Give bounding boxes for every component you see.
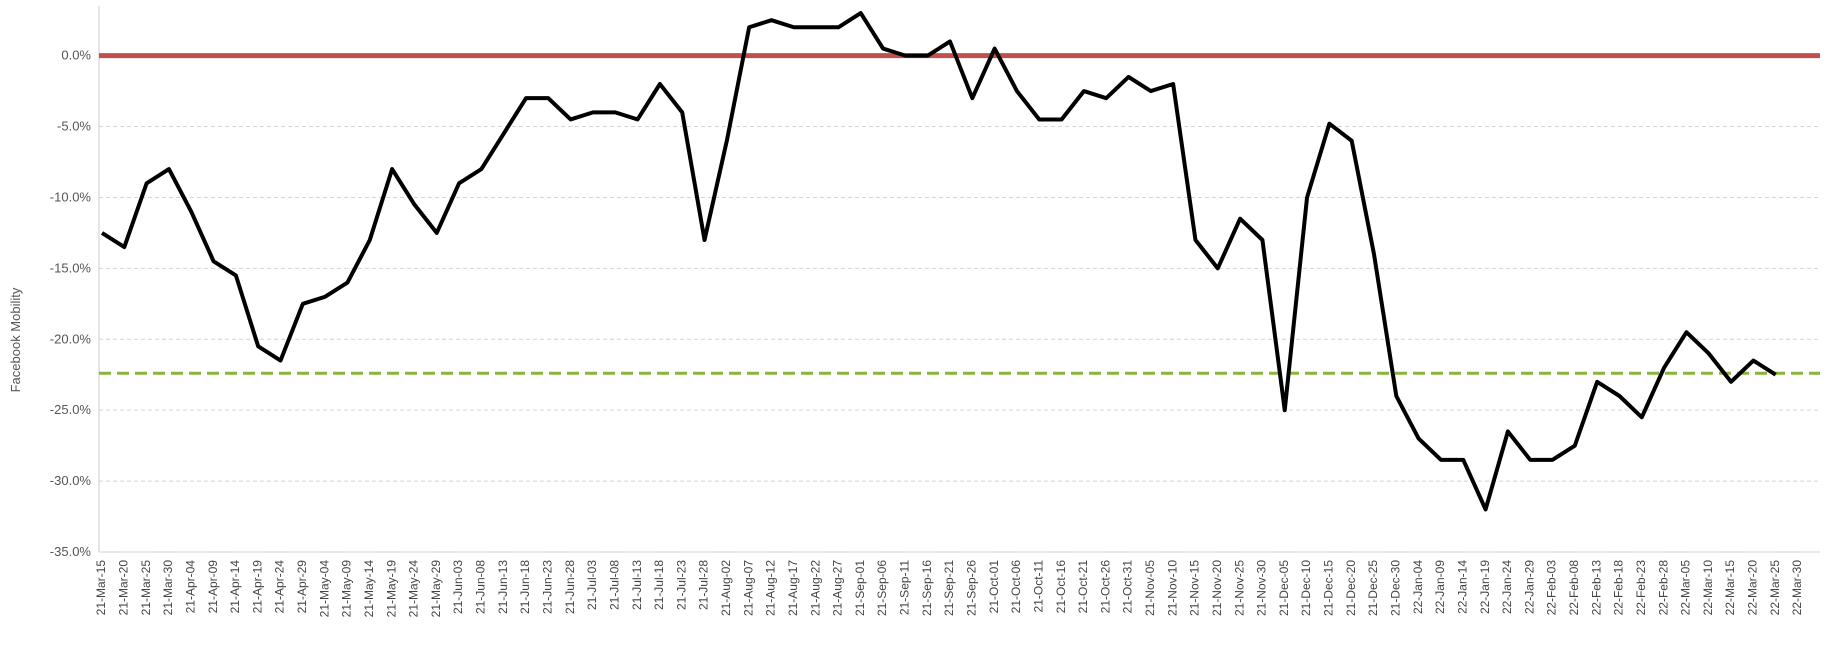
x-tick-label: 21-Nov-30 [1255, 560, 1269, 616]
x-tick-label: 21-Jul-13 [630, 560, 644, 610]
x-tick-label: 21-Jul-23 [674, 560, 688, 610]
x-tick-label: 21-Apr-09 [206, 560, 220, 614]
x-tick-label: 21-Nov-10 [1165, 560, 1179, 616]
x-tick-label: 21-Jul-18 [652, 560, 666, 610]
x-tick-label: 21-Sep-26 [964, 560, 978, 616]
x-tick-label: 22-Feb-13 [1589, 560, 1603, 616]
x-tick-label: 21-Jul-03 [585, 560, 599, 610]
x-tick-label: 21-Aug-27 [831, 560, 845, 616]
x-tick-label: 22-Jan-09 [1433, 560, 1447, 614]
y-tick-label: -10.0% [50, 189, 92, 204]
x-tick-label: 21-Nov-05 [1143, 560, 1157, 616]
y-tick-label: 0.0% [61, 48, 91, 63]
x-tick-label: 21-Aug-07 [741, 560, 755, 616]
x-tick-label: 21-Mar-20 [116, 560, 130, 616]
x-tick-label: 21-Aug-02 [719, 560, 733, 616]
x-tick-label: 21-Apr-04 [183, 560, 197, 614]
x-tick-label: 21-Jul-28 [697, 560, 711, 610]
x-tick-label: 21-Jun-03 [451, 560, 465, 614]
x-tick-label: 21-May-14 [362, 560, 376, 618]
x-tick-label: 21-Jun-18 [518, 560, 532, 614]
x-tick-label: 22-Mar-10 [1701, 560, 1715, 616]
x-tick-label: 21-Aug-17 [786, 560, 800, 616]
y-axis-label: Facebook Mobility [8, 287, 23, 392]
x-tick-label: 21-Dec-05 [1277, 560, 1291, 616]
x-tick-label: 22-Mar-20 [1746, 560, 1760, 616]
x-tick-label: 22-Feb-18 [1612, 560, 1626, 616]
x-tick-label: 21-Sep-06 [875, 560, 889, 616]
x-tick-label: 21-Jun-13 [496, 560, 510, 614]
x-tick-label: 21-Apr-29 [295, 560, 309, 614]
y-tick-label: -20.0% [50, 331, 92, 346]
x-tick-label: 21-Oct-21 [1076, 560, 1090, 614]
x-tick-label: 21-Nov-25 [1232, 560, 1246, 616]
x-tick-label: 22-Mar-05 [1679, 560, 1693, 616]
x-tick-label: 21-Oct-26 [1098, 560, 1112, 614]
x-tick-label: 22-Feb-23 [1634, 560, 1648, 616]
x-tick-label: 21-Sep-11 [898, 560, 912, 615]
x-tick-label: 21-Dec-15 [1322, 560, 1336, 616]
data-line [100, 11, 1777, 512]
x-tick-label: 22-Mar-15 [1723, 560, 1737, 616]
x-tick-label: 21-Jun-23 [540, 560, 554, 614]
x-tick-label: 21-May-09 [340, 560, 354, 618]
x-tick-label: 21-Dec-25 [1366, 560, 1380, 616]
x-tick-label: 21-Sep-21 [942, 560, 956, 616]
x-tick-label: 21-Jun-08 [474, 560, 488, 614]
x-tick-label: 21-Oct-01 [987, 560, 1001, 614]
x-tick-label: 21-Dec-20 [1344, 560, 1358, 616]
x-tick-label: 21-Sep-16 [920, 560, 934, 616]
x-tick-label: 21-Nov-15 [1188, 560, 1202, 616]
x-tick-label: 22-Jan-24 [1500, 560, 1514, 614]
x-tick-label: 22-Jan-19 [1478, 560, 1492, 614]
x-tick-label: 21-May-29 [429, 560, 443, 618]
y-tick-label: -25.0% [50, 402, 92, 417]
x-tick-label: 22-Jan-14 [1455, 560, 1469, 614]
x-tick-label: 21-Jul-08 [607, 560, 621, 610]
x-tick-label: 21-Aug-22 [808, 560, 822, 616]
x-tick-label: 22-Feb-08 [1567, 560, 1581, 616]
x-tick-label: 22-Mar-25 [1768, 560, 1782, 616]
x-tick-label: 21-Mar-30 [161, 560, 175, 616]
x-tick-label: 21-Dec-10 [1299, 560, 1313, 616]
x-tick-label: 21-Oct-31 [1121, 560, 1135, 614]
x-tick-label: 22-Jan-04 [1411, 560, 1425, 614]
x-tick-label: 21-Nov-20 [1210, 560, 1224, 616]
x-tick-label: 22-Mar-30 [1790, 560, 1804, 616]
x-tick-label: 21-Mar-15 [94, 560, 108, 616]
x-tick-label: 21-Sep-01 [853, 560, 867, 616]
x-tick-label: 21-Apr-14 [228, 560, 242, 614]
x-tick-label: 22-Feb-03 [1545, 560, 1559, 616]
y-tick-label: -15.0% [50, 260, 92, 275]
y-tick-label: -35.0% [50, 544, 92, 559]
x-tick-label: 21-Jun-28 [563, 560, 577, 614]
x-tick-label: 22-Feb-28 [1656, 560, 1670, 616]
x-tick-label: 21-Oct-16 [1054, 560, 1068, 614]
x-tick-label: 21-Oct-06 [1009, 560, 1023, 614]
x-tick-label: 21-Dec-30 [1388, 560, 1402, 616]
x-tick-label: 21-Oct-11 [1031, 560, 1045, 613]
x-tick-label: 22-Jan-29 [1522, 560, 1536, 614]
x-tick-label: 21-May-19 [384, 560, 398, 618]
y-tick-label: -30.0% [50, 473, 92, 488]
x-tick-label: 21-Aug-12 [764, 560, 778, 616]
x-tick-label: 21-Mar-25 [139, 560, 153, 616]
x-tick-label: 21-Apr-24 [273, 560, 287, 614]
y-tick-label: -5.0% [57, 119, 91, 134]
x-tick-label: 21-May-24 [407, 560, 421, 618]
x-tick-label: 21-Apr-19 [250, 560, 264, 614]
x-tick-label: 21-May-04 [317, 560, 331, 618]
